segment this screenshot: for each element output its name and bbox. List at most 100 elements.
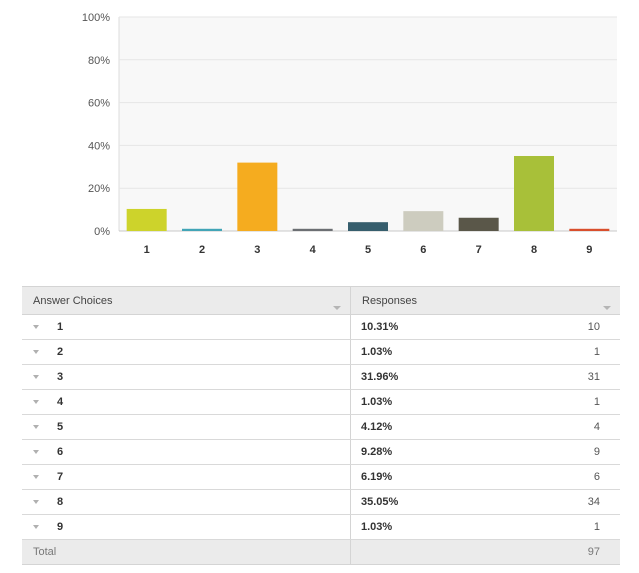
bar [514, 155, 554, 231]
total-label: Total [33, 546, 57, 558]
response-percent: 1.03% [361, 521, 393, 533]
choice-cell: 5 [22, 414, 351, 440]
total-label-cell: Total [22, 539, 351, 565]
response-cell: 9.28% 9 [350, 439, 620, 465]
response-count: 10 [587, 321, 600, 333]
x-tick-label: 8 [531, 244, 537, 256]
table-row: 5 4.12% 4 [22, 414, 620, 440]
response-count: 34 [587, 496, 600, 508]
answer-choices-header-label: Answer Choices [33, 294, 113, 307]
table-header-row: Answer Choices Responses [22, 286, 620, 315]
bar [348, 222, 388, 231]
table-row: 4 1.03% 1 [22, 389, 620, 415]
total-count: 97 [587, 546, 600, 558]
table-row: 7 6.19% 6 [22, 464, 620, 490]
expand-caret-icon[interactable] [33, 350, 39, 354]
response-percent: 9.28% [361, 446, 393, 458]
bar [403, 211, 444, 231]
table-row: 6 9.28% 9 [22, 439, 620, 465]
x-tick-label: 1 [144, 244, 150, 256]
table-row: 8 35.05% 34 [22, 489, 620, 515]
choice-label: 6 [57, 446, 64, 458]
choice-label: 4 [57, 396, 64, 408]
total-count-cell: 97 [350, 539, 620, 565]
bar [126, 208, 167, 231]
expand-caret-icon[interactable] [33, 400, 39, 404]
choice-cell: 3 [22, 364, 351, 390]
total-row: Total 97 [22, 539, 620, 565]
expand-caret-icon[interactable] [33, 375, 39, 379]
response-count: 9 [593, 446, 600, 458]
choice-label: 8 [57, 496, 64, 508]
answer-choices-header[interactable]: Answer Choices [22, 286, 351, 315]
expand-caret-icon[interactable] [33, 325, 39, 329]
responses-header[interactable]: Responses [350, 286, 620, 315]
bar [237, 162, 278, 231]
x-tick-label: 9 [586, 244, 592, 256]
choice-cell: 7 [22, 464, 351, 490]
y-tick-label: 60% [88, 98, 110, 110]
y-tick-label: 20% [88, 183, 110, 195]
response-percent: 10.31% [361, 321, 399, 333]
table-row: 2 1.03% 1 [22, 339, 620, 365]
expand-caret-icon[interactable] [33, 450, 39, 454]
bar [182, 228, 222, 231]
response-cell: 1.03% 1 [350, 389, 620, 415]
x-tick-label: 2 [199, 244, 205, 256]
y-tick-label: 100% [82, 12, 110, 24]
bar-chart: 0% 20% 40% 60% 80% 100% 1 2 3 4 5 6 7 8 9 [0, 0, 639, 270]
response-cell: 6.19% 6 [350, 464, 620, 490]
choice-label: 1 [57, 321, 64, 333]
sort-icon[interactable] [603, 305, 611, 310]
choice-cell: 6 [22, 439, 351, 465]
table-row: 3 31.96% 31 [22, 364, 620, 390]
response-cell: 1.03% 1 [350, 339, 620, 365]
responses-header-label: Responses [362, 294, 418, 307]
expand-caret-icon[interactable] [33, 525, 39, 529]
responses-table: Answer Choices Responses 1 10.31% 10 2 1.03%… [22, 286, 620, 565]
choice-cell: 9 [22, 514, 351, 540]
x-tick-label: 6 [420, 244, 426, 256]
response-percent: 4.12% [361, 421, 393, 433]
response-percent: 35.05% [361, 496, 399, 508]
expand-caret-icon[interactable] [33, 475, 39, 479]
x-tick-label: 5 [365, 244, 371, 256]
table-row: 9 1.03% 1 [22, 514, 620, 540]
response-count: 6 [593, 471, 600, 483]
response-cell: 35.05% 34 [350, 489, 620, 515]
y-tick-label: 80% [88, 55, 110, 67]
response-percent: 6.19% [361, 471, 393, 483]
sort-icon[interactable] [333, 305, 341, 310]
y-tick-label: 40% [88, 140, 110, 152]
choice-label: 2 [57, 346, 64, 358]
choice-cell: 4 [22, 389, 351, 415]
response-count: 1 [593, 521, 600, 533]
choice-cell: 2 [22, 339, 351, 365]
bar [292, 228, 333, 231]
response-percent: 1.03% [361, 346, 393, 358]
response-percent: 31.96% [361, 371, 399, 383]
bar [569, 228, 610, 231]
choice-cell: 1 [22, 314, 351, 340]
choice-label: 3 [57, 371, 64, 383]
response-cell: 4.12% 4 [350, 414, 620, 440]
response-cell: 10.31% 10 [350, 314, 620, 340]
y-tick-label: 0% [94, 226, 110, 238]
table-row: 1 10.31% 10 [22, 314, 620, 340]
response-count: 1 [593, 346, 600, 358]
response-count: 1 [593, 396, 600, 408]
chart-svg: 0% 20% 40% 60% 80% 100% 1 2 3 4 5 6 7 8 9 [82, 12, 617, 256]
expand-caret-icon[interactable] [33, 500, 39, 504]
response-cell: 31.96% 31 [350, 364, 620, 390]
expand-caret-icon[interactable] [33, 425, 39, 429]
response-count: 4 [593, 421, 600, 433]
choice-label: 5 [57, 421, 64, 433]
choice-label: 7 [57, 471, 64, 483]
x-tick-label: 3 [254, 244, 260, 256]
response-percent: 1.03% [361, 396, 393, 408]
bar [458, 217, 499, 231]
x-tick-label: 7 [476, 244, 482, 256]
response-count: 31 [587, 371, 600, 383]
response-cell: 1.03% 1 [350, 514, 620, 540]
choice-label: 9 [57, 521, 64, 533]
